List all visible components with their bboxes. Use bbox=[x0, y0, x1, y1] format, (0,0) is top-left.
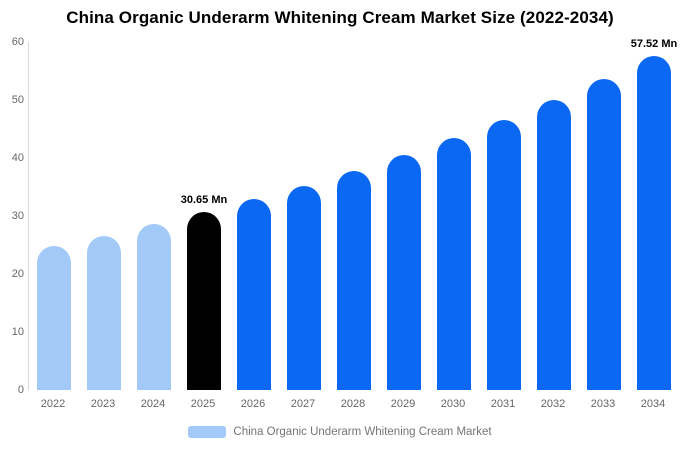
x-label-2026: 2026 bbox=[240, 398, 266, 410]
bar-2022[interactable] bbox=[37, 245, 71, 390]
bar-2034[interactable] bbox=[637, 56, 671, 390]
x-label-2032: 2032 bbox=[540, 398, 566, 410]
bar-column-2028 bbox=[329, 42, 379, 390]
value-label-2034: 57.52 Mn bbox=[630, 38, 678, 51]
x-axis-labels: 2022 2023 2024 2025 2026 2027 2028 2029 2030 2031… bbox=[28, 398, 678, 410]
bar-2031[interactable] bbox=[487, 119, 521, 390]
y-tick-50: 50 bbox=[11, 94, 24, 106]
x-label-2030: 2030 bbox=[440, 398, 466, 410]
x-label-2028: 2028 bbox=[340, 398, 366, 410]
y-tick-30: 30 bbox=[11, 210, 24, 222]
bar-column-2026 bbox=[229, 42, 279, 390]
chart-title: China Organic Underarm Whitening Cream M… bbox=[66, 8, 614, 27]
bar-column-2031 bbox=[479, 42, 529, 390]
x-label-2034: 2034 bbox=[640, 398, 666, 410]
bar-2024[interactable] bbox=[137, 224, 171, 390]
bar-2023[interactable] bbox=[87, 235, 121, 390]
bar-column-2024 bbox=[129, 42, 179, 390]
y-tick-10: 10 bbox=[11, 326, 24, 338]
bar-column-2030 bbox=[429, 42, 479, 390]
legend[interactable]: China Organic Underarm Whitening Cream M… bbox=[0, 426, 680, 438]
value-label-2025: 30.65 Mn bbox=[180, 194, 228, 207]
legend-swatch-icon bbox=[188, 426, 227, 438]
plot-area: 30.65 Mn 57.52 Mn bbox=[28, 38, 679, 390]
bar-2030[interactable] bbox=[437, 137, 471, 390]
x-label-2029: 2029 bbox=[390, 398, 416, 410]
bar-2029[interactable] bbox=[387, 154, 421, 390]
bar-column-2029 bbox=[379, 42, 429, 390]
x-label-2031: 2031 bbox=[490, 398, 516, 410]
bar-2032[interactable] bbox=[537, 99, 571, 390]
y-tick-20: 20 bbox=[11, 268, 24, 280]
legend-label: China Organic Underarm Whitening Cream M… bbox=[233, 426, 492, 438]
x-label-2027: 2027 bbox=[290, 398, 316, 410]
x-label-2023: 2023 bbox=[90, 398, 116, 410]
bar-column-2022 bbox=[29, 42, 79, 390]
bar-2027[interactable] bbox=[287, 185, 321, 390]
x-label-2024: 2024 bbox=[140, 398, 166, 410]
y-tick-0: 0 bbox=[17, 384, 24, 396]
x-label-2025: 2025 bbox=[190, 398, 216, 410]
y-tick-60: 60 bbox=[11, 36, 24, 48]
bar-2026[interactable] bbox=[237, 199, 271, 390]
bar-column-2034: 57.52 Mn bbox=[629, 38, 679, 390]
x-label-2022: 2022 bbox=[40, 398, 66, 410]
y-tick-40: 40 bbox=[11, 152, 24, 164]
bar-2028[interactable] bbox=[337, 170, 371, 390]
bar-column-2025: 30.65 Mn bbox=[179, 42, 229, 390]
bar-column-2027 bbox=[279, 42, 329, 390]
bar-column-2023 bbox=[79, 42, 129, 390]
bar-2025[interactable] bbox=[187, 212, 221, 390]
bar-column-2032 bbox=[529, 42, 579, 390]
bar-2033[interactable] bbox=[587, 78, 621, 390]
bar-column-2033 bbox=[579, 42, 629, 390]
x-label-2033: 2033 bbox=[590, 398, 616, 410]
